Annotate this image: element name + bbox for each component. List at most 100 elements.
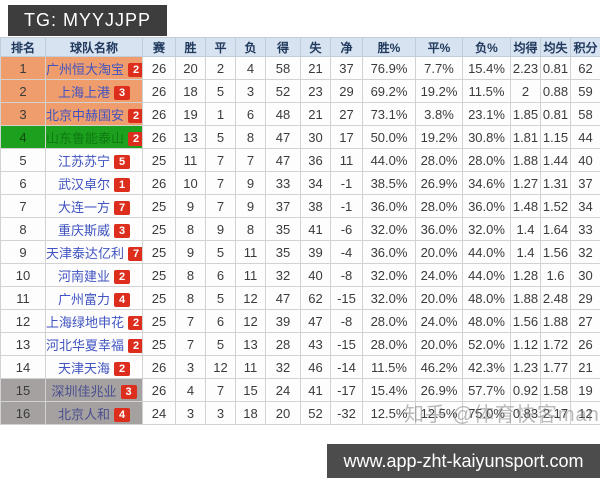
cell-goal-diff: -17 (330, 378, 363, 402)
column-header-8: 净 (330, 37, 363, 57)
column-header-13: 均失 (540, 37, 571, 57)
table-row[interactable]: 10 河南建业 2 25 8 6 11 32 40 -8 32.0% 24.0% 44.0% 1.28 1.… (0, 263, 600, 287)
cell-draw-pct: 28.0% (415, 194, 463, 218)
cell-win-pct: 11.5% (362, 355, 416, 379)
team-status-badge: 4 (114, 292, 130, 307)
column-header-10: 平% (415, 37, 463, 57)
cell-team-name: 上海绿地申花 2 (45, 309, 143, 333)
tg-promo-badge: TG: MYYJJPP (8, 5, 168, 36)
cell-goals-against: 41 (300, 378, 331, 402)
table-row[interactable]: 8 重庆斯威 3 25 8 9 8 35 41 -6 32.0% 36.0% 32.0% 1.4 1.64 3… (0, 217, 600, 241)
cell-draws: 1 (205, 102, 236, 126)
cell-draws: 5 (205, 240, 236, 264)
cell-draws: 3 (205, 401, 236, 425)
cell-draw-pct: 20.0% (415, 286, 463, 310)
table-row[interactable]: 2 上海上港 3 26 18 5 3 52 23 29 69.2% 19.2% 11.5% 2 0.88 59 (0, 79, 600, 103)
cell-draws: 6 (205, 309, 236, 333)
cell-points: 12 (570, 401, 600, 425)
cell-played: 26 (142, 171, 176, 195)
table-row[interactable]: 9 天津泰达亿利 7 25 9 5 11 35 39 -4 36.0% 20.0% 44.0% 1.4 1.… (0, 240, 600, 264)
table-row[interactable]: 13 河北华夏幸福 2 25 7 5 13 28 43 -15 28.0% 20.0% 52.0% 1.1… (0, 332, 600, 356)
cell-goals-against: 21 (300, 102, 331, 126)
cell-loss-pct: 75.0% (462, 401, 511, 425)
standings-table-body: 1 广州恒大淘宝 2 26 20 2 4 58 21 37 76.9% 7.7% 15.4% 2.23 0.… (0, 56, 600, 425)
cell-draw-pct: 36.0% (415, 217, 463, 241)
cell-avg-goals-for: 1.81 (510, 125, 541, 149)
cell-goals-for: 32 (265, 355, 301, 379)
cell-points: 59 (570, 79, 600, 103)
cell-loss-pct: 42.3% (462, 355, 511, 379)
cell-team-name: 山东鲁能泰山 2 (45, 125, 143, 149)
table-row[interactable]: 6 武汉卓尔 1 26 10 7 9 33 34 -1 38.5% 26.9% 34.6% 1.27 1.3… (0, 171, 600, 195)
cell-loss-pct: 57.7% (462, 378, 511, 402)
cell-losses: 15 (235, 378, 266, 402)
team-name-label: 天津天海 (57, 360, 110, 376)
cell-win-pct: 36.0% (362, 194, 416, 218)
cell-played: 26 (142, 102, 176, 126)
cell-points: 62 (570, 56, 600, 80)
cell-goal-diff: -4 (330, 240, 363, 264)
table-row[interactable]: 16 北京人和 4 24 3 3 18 20 52 -32 12.5% 12.5% 75.0% 0.83 2… (0, 401, 600, 425)
cell-avg-goals-against: 0.88 (540, 79, 571, 103)
cell-losses: 4 (235, 56, 266, 80)
cell-goals-against: 30 (300, 125, 331, 149)
cell-wins: 10 (175, 171, 206, 195)
cell-losses: 9 (235, 171, 266, 195)
table-row[interactable]: 3 北京中赫国安 2 26 19 1 6 48 21 27 73.1% 3.8% 23.1% 1.85 0.… (0, 102, 600, 126)
cell-played: 26 (142, 125, 176, 149)
cell-loss-pct: 23.1% (462, 102, 511, 126)
cell-wins: 7 (175, 309, 206, 333)
cell-loss-pct: 30.8% (462, 125, 511, 149)
table-row[interactable]: 15 深圳佳兆业 3 26 4 7 15 24 41 -17 15.4% 26.9% 57.7% 0.92… (0, 378, 600, 402)
cell-wins: 8 (175, 263, 206, 287)
table-row[interactable]: 14 天津天海 2 26 3 12 11 32 46 -14 11.5% 46.2% 42.3% 1.23… (0, 355, 600, 379)
cell-wins: 18 (175, 79, 206, 103)
standings-table: 排名 球队名称赛胜平负得失净胜% 平% 负% 均得 均失 积分 1 广州恒大淘宝 2 26 20 2 4… (0, 37, 600, 425)
table-row[interactable]: 1 广州恒大淘宝 2 26 20 2 4 58 21 37 76.9% 7.7% 15.4% 2.23 0.… (0, 56, 600, 80)
team-name-label: 河北华夏幸福 (46, 337, 125, 353)
cell-avg-goals-for: 2.23 (510, 56, 541, 80)
cell-avg-goals-for: 1.4 (510, 240, 541, 264)
cell-draw-pct: 26.9% (415, 171, 463, 195)
cell-draws: 2 (205, 56, 236, 80)
cell-goal-diff: -6 (330, 217, 363, 241)
cell-loss-pct: 11.5% (462, 79, 511, 103)
table-row[interactable]: 5 江苏苏宁 5 25 11 7 7 47 36 11 44.0% 28.0% 28.0% 1.88 1.4… (0, 148, 600, 172)
cell-losses: 12 (235, 309, 266, 333)
table-row[interactable]: 11 广州富力 4 25 8 5 12 47 62 -15 32.0% 20.0% 48.0% 1.88 2… (0, 286, 600, 310)
cell-losses: 11 (235, 263, 266, 287)
team-name-label: 江苏苏宁 (57, 153, 110, 169)
table-row[interactable]: 7 大连一方 7 25 9 7 9 37 38 -1 36.0% 28.0% 36.0% 1.48 1.52… (0, 194, 600, 218)
cell-losses: 8 (235, 217, 266, 241)
cell-points: 44 (570, 125, 600, 149)
column-header-4: 平 (205, 37, 236, 57)
cell-draws: 5 (205, 79, 236, 103)
cell-avg-goals-for: 0.92 (510, 378, 541, 402)
table-row[interactable]: 4 山东鲁能泰山 2 26 13 5 8 47 30 17 50.0% 19.2% 30.8% 1.81 1… (0, 125, 600, 149)
cell-goal-diff: 37 (330, 56, 363, 80)
cell-avg-goals-against: 0.81 (540, 102, 571, 126)
cell-rank: 7 (0, 194, 46, 218)
team-name-label: 重庆斯威 (57, 222, 110, 238)
cell-losses: 18 (235, 401, 266, 425)
cell-goals-against: 38 (300, 194, 331, 218)
cell-wins: 3 (175, 401, 206, 425)
cell-loss-pct: 52.0% (462, 332, 511, 356)
table-row[interactable]: 12 上海绿地申花 2 25 7 6 12 39 47 -8 28.0% 24.0% 48.0% 1.56… (0, 309, 600, 333)
cell-draws: 5 (205, 286, 236, 310)
cell-team-name: 大连一方 7 (45, 194, 143, 218)
cell-avg-goals-against: 1.52 (540, 194, 571, 218)
cell-avg-goals-against: 0.81 (540, 56, 571, 80)
cell-goal-diff: -1 (330, 194, 363, 218)
cell-draw-pct: 20.0% (415, 332, 463, 356)
cell-avg-goals-for: 1.56 (510, 309, 541, 333)
cell-avg-goals-against: 1.44 (540, 148, 571, 172)
cell-wins: 8 (175, 217, 206, 241)
cell-played: 25 (142, 148, 176, 172)
team-status-badge: 7 (128, 246, 142, 261)
cell-points: 29 (570, 286, 600, 310)
cell-goals-against: 52 (300, 401, 331, 425)
cell-goal-diff: 29 (330, 79, 363, 103)
cell-team-name: 深圳佳兆业 3 (45, 378, 143, 402)
cell-draws: 9 (205, 217, 236, 241)
